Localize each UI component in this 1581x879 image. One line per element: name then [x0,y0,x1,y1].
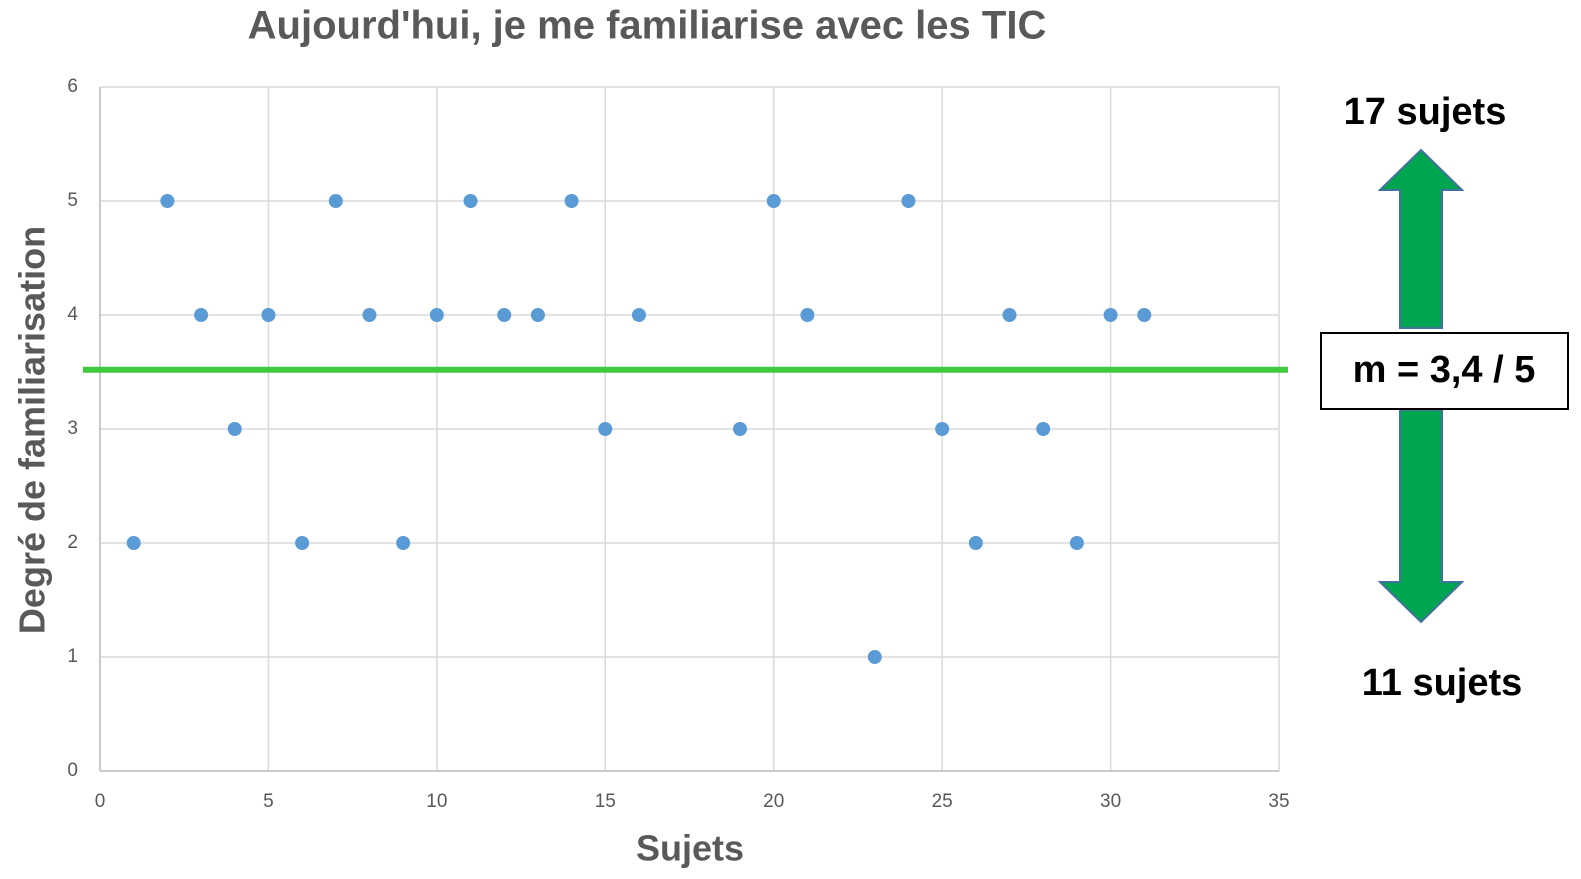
y-tick-label: 4 [67,304,78,325]
x-axis-label: Sujets [636,828,744,869]
x-tick-label: 0 [95,791,106,812]
point [126,536,141,550]
annotation: 11 sujets [1362,662,1523,704]
x-tick-label: 30 [1100,791,1121,812]
up-arrow [1377,148,1465,329]
y-tick-label: 3 [67,418,78,439]
point [227,422,242,436]
point [867,650,882,664]
point [261,308,276,322]
point [631,308,646,322]
chart-title: Aujourd'hui, je me familiarise avec les … [248,4,1047,48]
x-tick-label: 25 [932,791,953,812]
x-tick-label: 5 [263,791,274,812]
point [564,194,579,208]
point [497,308,512,322]
x-tick-label: 35 [1268,791,1289,812]
point [901,194,916,208]
point [968,536,983,550]
point [1137,308,1152,322]
point [766,194,781,208]
annotation: m = 3,4 / 5 [1353,349,1536,391]
point [429,308,444,322]
y-axis-label: Degré de familiarisation [12,226,53,634]
point [396,536,411,550]
point [463,194,478,208]
point [598,422,613,436]
down-arrow [1377,409,1465,624]
point [1036,422,1051,436]
y-tick-label: 5 [67,190,78,211]
point [362,308,377,322]
x-tick-label: 10 [426,791,447,812]
y-tick-label: 2 [67,532,78,553]
point [328,194,343,208]
annotation: 17 sujets [1344,91,1507,133]
point [1002,308,1017,322]
y-tick-label: 6 [67,76,78,97]
y-tick-label: 1 [67,646,78,667]
x-tick-label: 15 [595,791,616,812]
y-tick-label: 0 [67,760,78,781]
point [733,422,748,436]
point [530,308,545,322]
point [160,194,175,208]
point [935,422,950,436]
point [295,536,310,550]
point [194,308,209,322]
annotation-box [1320,332,1569,410]
point [1069,536,1084,550]
point [1103,308,1118,322]
x-tick-label: 20 [763,791,784,812]
point [800,308,815,322]
